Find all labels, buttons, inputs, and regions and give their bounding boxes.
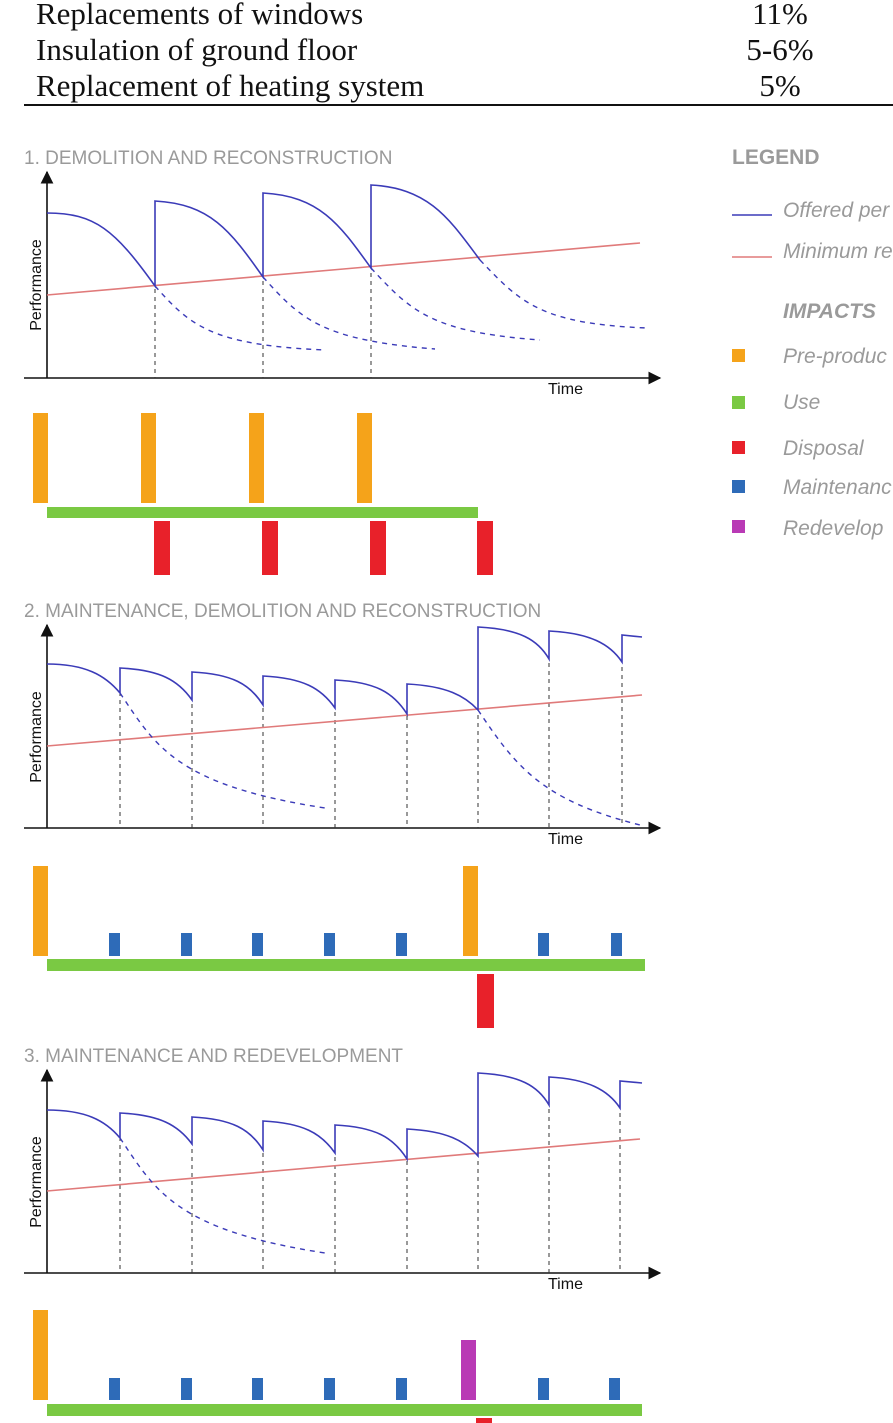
maintenance-bar [538,933,549,956]
offered-performance-line [46,1072,643,1162]
disposal-bar [154,521,170,575]
section-maintenance-demolition-reconstruction: 2. MAINTENANCE, DEMOLITION AND RECONSTRU… [24,601,662,1028]
legend-preproduction-swatch [732,349,745,362]
preproduction-bar [33,413,48,503]
preproduction-bar [463,866,478,956]
row-label: Insulation of ground floor [36,32,358,67]
maintenance-bar [324,933,335,956]
row-value: 11% [752,0,808,31]
table-row: Insulation of ground floor 5-6% [0,32,893,68]
legend-disposal-swatch [732,441,745,454]
legend-use-swatch [732,396,745,409]
use-bar [47,959,645,971]
minimum-requirement-line [46,694,643,747]
impact-bars [33,866,645,1028]
legend-title: LEGEND [732,146,820,169]
minimum-requirement-line [46,242,641,296]
renovation-table: Replacements of windows 11% Insulation o… [0,0,893,110]
legend-maintenance-label: Maintenanc [783,476,892,499]
maintenance-bar [538,1378,549,1400]
legend-redevelopment-label: Redevelop [783,517,883,540]
disposal-bar [370,521,386,575]
row-value: 5% [759,68,801,103]
legend-minimum-label: Minimum re [783,240,893,263]
impact-bars [33,413,493,575]
use-bar [47,507,478,518]
use-bar [47,1404,642,1416]
legend: LEGEND Offered per Minimum re IMPACTS Pr… [732,146,893,540]
preproduction-bar [33,1310,48,1400]
section-maintenance-redevelopment: 3. MAINTENANCE AND REDEVELOPMENT Perform… [24,1046,662,1423]
preproduction-bar [141,413,156,503]
event-markers [119,1073,621,1273]
disposal-bar [262,521,278,575]
preproduction-bar [249,413,264,503]
x-axis-label: Time [548,831,583,848]
section-demolition-reconstruction: 1. DEMOLITION AND RECONSTRUCTION Perform… [24,148,662,575]
maintenance-bar [109,933,120,956]
row-value: 5-6% [746,32,814,67]
offered-performance-line [46,184,481,289]
row-label: Replacements of windows [36,0,364,31]
maintenance-bar [181,1378,192,1400]
legend-redevelopment-swatch [732,520,745,533]
section-title: 2. MAINTENANCE, DEMOLITION AND RECONSTRU… [24,601,541,622]
minimum-requirement-line [46,1138,641,1192]
maintenance-bar [252,933,263,956]
row-label: Replacement of heating system [36,68,425,103]
preproduction-bar [357,413,372,503]
decay-curves [119,692,641,826]
impact-bars [33,1310,642,1423]
table-bottom-rule [24,104,893,106]
maintenance-bar [324,1378,335,1400]
legend-maintenance-swatch [732,480,745,493]
legend-preproduction-label: Pre-produc [783,345,887,368]
x-axis-label: Time [548,381,583,398]
redevelopment-bar [461,1340,476,1400]
table-row: Replacements of windows 11% [0,0,893,32]
y-axis-label: Performance [28,1136,45,1228]
legend-use-label: Use [783,391,820,414]
decay-curves [154,259,649,351]
event-markers [119,627,623,828]
maintenance-bar [109,1378,120,1400]
y-axis-label: Performance [28,691,45,783]
maintenance-bar [611,933,622,956]
legend-disposal-label: Disposal [783,437,865,460]
x-axis-label: Time [548,1276,583,1293]
table-row: Replacement of heating system 5% [0,68,893,104]
section-title: 3. MAINTENANCE AND REDEVELOPMENT [24,1046,403,1067]
maintenance-bar [252,1378,263,1400]
disposal-bar [476,1418,492,1423]
maintenance-bar [396,933,407,956]
offered-performance-line [46,626,643,717]
legend-impacts-title: IMPACTS [783,300,876,323]
decay-curves [119,1137,326,1254]
disposal-bar [477,974,494,1028]
section-title: 1. DEMOLITION AND RECONSTRUCTION [24,148,392,169]
y-axis-label: Performance [28,239,45,331]
maintenance-bar [396,1378,407,1400]
maintenance-bar [181,933,192,956]
maintenance-bar [609,1378,620,1400]
disposal-bar [477,521,493,575]
preproduction-bar [33,866,48,956]
legend-offered-label: Offered per [783,199,890,222]
